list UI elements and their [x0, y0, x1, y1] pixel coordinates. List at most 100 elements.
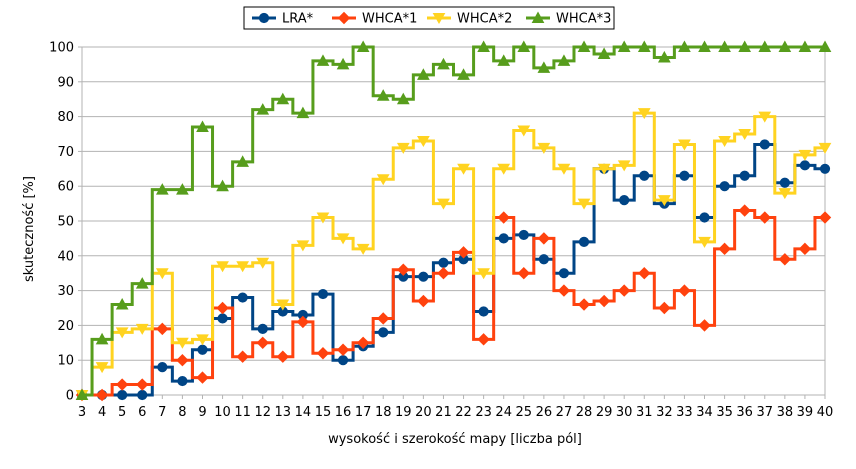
- data-point: [437, 198, 450, 210]
- data-point: [658, 50, 671, 63]
- data-point: [177, 375, 188, 387]
- x-tick-label: 10: [214, 405, 231, 420]
- x-tick-label: 11: [234, 405, 251, 420]
- data-point: [538, 254, 549, 265]
- x-tick-label: 15: [315, 405, 332, 420]
- data-point: [196, 371, 209, 384]
- data-point: [197, 344, 208, 355]
- data-point: [296, 106, 310, 119]
- x-tick-label: 28: [576, 405, 593, 420]
- x-tick-label: 13: [275, 405, 292, 420]
- data-point: [819, 163, 831, 174]
- data-point: [236, 350, 249, 363]
- data-point: [698, 40, 711, 52]
- data-point: [115, 297, 129, 310]
- data-point: [699, 212, 710, 223]
- series-WHCA*3: [75, 40, 832, 400]
- data-point: [376, 89, 390, 101]
- data-point: [176, 337, 189, 349]
- data-point: [799, 160, 811, 171]
- data-point: [336, 233, 350, 245]
- data-point: [537, 61, 551, 73]
- x-axis-title: wysokość i szerokość mapy [liczba pól]: [328, 432, 582, 447]
- data-point: [818, 142, 832, 154]
- data-point: [135, 277, 149, 289]
- legend-label: WHCA*2: [457, 12, 512, 27]
- data-point: [657, 195, 671, 207]
- y-tick-label: 80: [57, 110, 74, 125]
- data-point: [115, 327, 129, 339]
- data-point: [517, 125, 531, 137]
- data-point: [759, 139, 770, 150]
- data-point: [276, 350, 290, 363]
- legend: LRA* WHCA*1 WHCA*2 WHCA*3: [243, 6, 615, 30]
- data-point: [135, 323, 149, 335]
- data-point: [718, 40, 731, 52]
- y-tick-label: 90: [57, 75, 74, 90]
- data-point: [578, 236, 590, 247]
- x-tick-label: 34: [696, 405, 713, 420]
- data-point: [537, 232, 551, 245]
- x-tick-label: 39: [797, 405, 814, 420]
- data-point: [818, 40, 832, 52]
- legend-marker: [531, 11, 545, 23]
- data-point: [137, 389, 148, 401]
- data-point: [337, 355, 349, 366]
- data-point: [738, 204, 751, 217]
- y-tick-label: 0: [66, 389, 74, 404]
- data-point: [497, 163, 511, 175]
- data-point: [417, 294, 430, 308]
- data-point: [619, 195, 630, 206]
- data-point: [477, 268, 490, 280]
- data-point: [577, 40, 591, 52]
- data-point: [719, 181, 730, 192]
- data-point: [639, 170, 650, 181]
- x-tick-label: 30: [616, 405, 633, 420]
- data-point: [818, 211, 832, 224]
- x-tick-label: 38: [777, 405, 794, 420]
- data-point: [738, 40, 752, 52]
- x-tick-label: 22: [455, 405, 472, 420]
- data-point: [176, 183, 189, 195]
- data-point: [698, 319, 711, 332]
- data-point: [457, 68, 470, 80]
- data-point: [518, 229, 529, 241]
- data-point: [316, 54, 330, 66]
- x-tick-label: 5: [118, 405, 126, 420]
- y-tick-label: 20: [57, 319, 74, 334]
- x-tick-label: 18: [375, 405, 392, 420]
- data-point: [438, 257, 449, 268]
- series-layer: [75, 40, 832, 402]
- data-point: [758, 40, 772, 52]
- x-tick-label: 35: [716, 405, 733, 420]
- y-tick-label: 100: [49, 41, 74, 56]
- data-point: [336, 57, 350, 70]
- x-tick-label: 23: [475, 405, 492, 420]
- x-tick-label: 14: [295, 405, 312, 420]
- data-point: [798, 149, 812, 161]
- data-point: [678, 284, 691, 297]
- data-point: [257, 323, 268, 334]
- y-axis-title: skuteczność [%]: [22, 176, 37, 282]
- data-point: [317, 288, 329, 300]
- data-point: [778, 188, 792, 200]
- data-point: [95, 332, 109, 345]
- data-point: [256, 336, 269, 350]
- x-tick-label: 9: [198, 405, 206, 420]
- data-point: [637, 40, 651, 52]
- y-tick-label: 30: [57, 284, 74, 299]
- legend-marker: [337, 11, 351, 25]
- data-point: [155, 183, 169, 195]
- data-point: [356, 40, 370, 52]
- data-point: [517, 40, 531, 52]
- x-tick-label: 37: [756, 405, 773, 420]
- data-point: [417, 68, 430, 80]
- data-point: [739, 170, 750, 181]
- data-point: [316, 212, 330, 224]
- data-point: [718, 242, 731, 256]
- data-point: [396, 142, 410, 154]
- data-point: [798, 40, 812, 52]
- data-point: [498, 233, 509, 244]
- data-point: [217, 313, 228, 324]
- data-point: [196, 120, 209, 133]
